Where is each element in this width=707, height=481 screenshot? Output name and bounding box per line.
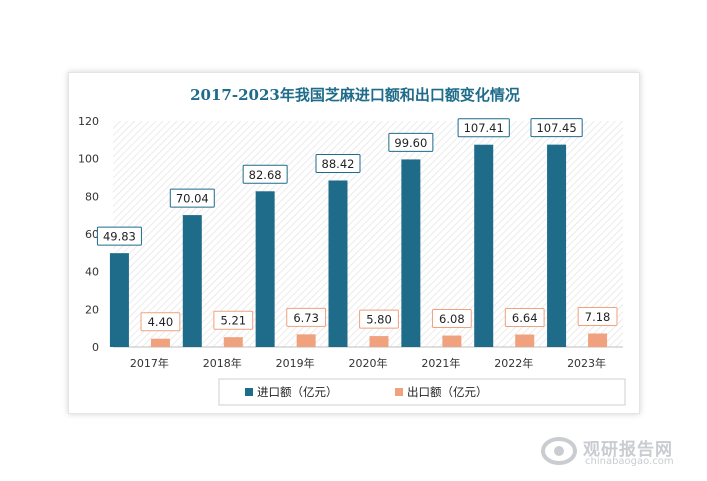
y-tick-label: 0	[92, 341, 99, 354]
bar-import	[255, 191, 275, 347]
bar-import	[547, 144, 567, 347]
legend-swatch	[395, 388, 403, 396]
y-tick-label: 100	[78, 153, 99, 166]
export-value-label: 6.64	[512, 311, 538, 325]
import-value-label: 88.42	[322, 157, 355, 171]
x-tick-label: 2023年	[567, 356, 606, 370]
export-value-label: 5.21	[220, 314, 246, 328]
bar-import	[182, 215, 202, 347]
import-label-box	[315, 153, 361, 173]
legend-label: 进口额（亿元）	[257, 385, 338, 399]
export-value-label: 6.73	[293, 311, 319, 325]
chart-title: 2017-2023年我国芝麻进口额和出口额变化情况	[190, 86, 520, 104]
bar-export	[150, 338, 170, 347]
export-value-label: 4.40	[148, 315, 174, 329]
chart-card: 2017-2023年我国芝麻进口额和出口额变化情况 0 20 40 60 80 100 12…	[68, 72, 674, 467]
export-label-box	[504, 307, 545, 327]
import-label-box	[530, 118, 583, 138]
bar-export	[588, 333, 608, 347]
import-value-label: 49.83	[103, 230, 136, 244]
y-axis: 0 20 40 60 80 100 120	[78, 115, 99, 354]
import-label-box	[457, 118, 510, 138]
y-tick-label: 20	[85, 303, 99, 316]
import-label-box	[242, 164, 288, 184]
import-label-box	[388, 132, 434, 152]
legend: 进口额（亿元） 出口额（亿元）	[218, 378, 626, 406]
x-tick-label: 2018年	[203, 356, 242, 370]
x-axis: 2017年 2018年 2019年 2020年 2021年 2022年 2023年	[113, 346, 623, 370]
export-label-box	[359, 309, 399, 329]
export-value-label: 6.08	[439, 312, 465, 326]
export-value-label: 5.80	[366, 313, 392, 327]
import-label-box	[169, 188, 215, 208]
bar-export	[515, 334, 535, 347]
import-value-label: 107.41	[464, 121, 504, 135]
bar-export	[223, 337, 243, 347]
export-label-box	[140, 312, 181, 332]
import-label-box	[96, 226, 142, 246]
y-tick-label: 60	[85, 228, 99, 241]
x-tick-label: 2022年	[494, 356, 533, 370]
x-tick-label: 2021年	[421, 356, 460, 370]
x-tick-label: 2019年	[276, 356, 315, 370]
bar-import	[474, 144, 494, 347]
watermark: 观研报告网 chinabaogao.com	[539, 433, 699, 473]
watermark-url: chinabaogao.com	[585, 456, 674, 467]
legend-swatch	[245, 388, 253, 396]
watermark-logo-icon	[541, 437, 577, 465]
x-tick-label: 2020年	[349, 356, 388, 370]
bars	[109, 144, 608, 347]
import-value-label: 99.60	[394, 136, 427, 150]
legend-label: 出口额（亿元）	[407, 385, 488, 399]
y-tick-label: 80	[85, 190, 99, 203]
legend-box	[218, 378, 626, 406]
import-value-label: 82.68	[249, 168, 282, 182]
bar-import	[328, 180, 348, 347]
bar-export	[442, 335, 462, 347]
data-labels: 49.83 4.40 70.04 5.21 82.68 6.73 88.42 5.80 99.6…	[96, 118, 618, 332]
bar-export	[369, 336, 389, 347]
export-label-box	[286, 307, 327, 327]
export-label-box	[577, 306, 618, 326]
bar-import	[109, 253, 129, 347]
bar-chart: 2017-2023年我国芝麻进口额和出口额变化情况 0 20 40 60 80 100 12…	[78, 86, 626, 406]
export-label-box	[213, 310, 254, 330]
x-tick-label: 2017年	[130, 356, 169, 370]
y-tick-label: 120	[78, 115, 99, 128]
bar-import	[401, 159, 421, 347]
bar-export	[296, 334, 316, 347]
export-value-label: 7.18	[585, 310, 611, 324]
export-label-box	[431, 309, 472, 329]
y-tick-label: 40	[85, 266, 99, 279]
import-value-label: 107.45	[536, 121, 576, 135]
import-value-label: 70.04	[176, 192, 209, 206]
watermark-text: 观研报告网	[583, 440, 673, 460]
